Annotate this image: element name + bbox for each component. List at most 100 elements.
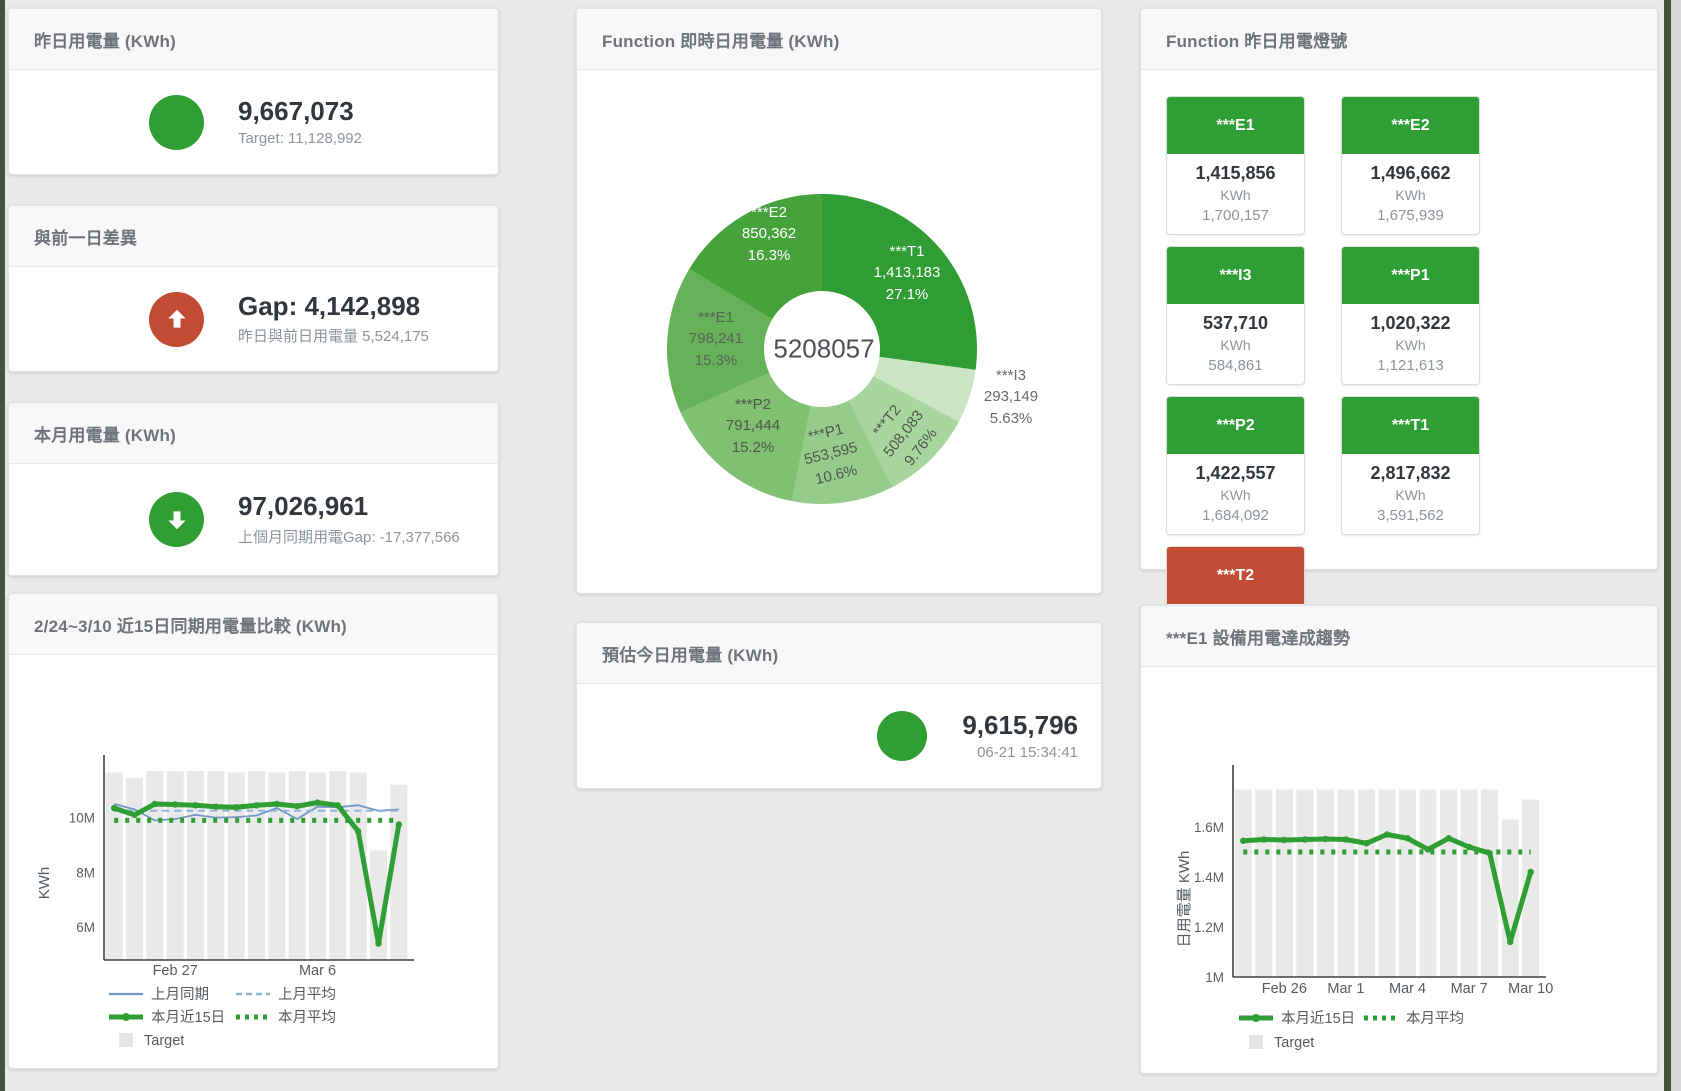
svg-text:Feb 26: Feb 26 [1262,981,1307,997]
tile-target: 1,684,092 [1202,507,1269,524]
day-gap-value: Gap: 4,142,898 [238,290,421,321]
tile-unit: KWh [1220,187,1251,203]
svg-text:上月同期: 上月同期 [151,986,209,1003]
compare-chart: 6M 8M 10M Feb 27 Mar 6 KWh 上月同期 上月平均 本月近15日 本月平均 T… [9,655,498,1073]
tile-value: 1,422,557 [1195,463,1276,483]
tile-name: ***T2 [1167,547,1304,604]
series-marker [1465,843,1473,851]
svg-text:本月平均: 本月平均 [1406,1010,1464,1027]
series-marker [1240,837,1247,844]
target-bar [288,771,306,960]
arrow-down-icon [149,492,204,547]
left-page-edge [0,0,5,1091]
svg-text:10M: 10M [69,811,95,826]
tile-name: ***T1 [1342,397,1479,454]
svg-text:本月平均: 本月平均 [278,1009,336,1026]
tile-name: ***E2 [1342,97,1479,154]
arrow-up-icon [149,291,204,347]
e1-trend-chart: 1M 1.2M 1.4M 1.6M Feb 26 Mar 1 Mar 4 Mar 7 Mar 1… [1141,667,1657,1078]
tile-value: 537,710 [1202,313,1269,333]
target-bar [1296,789,1314,977]
series-marker [110,804,118,812]
series-marker [1404,835,1411,842]
card-yesterday-title: 昨日用電量 (KWh) [34,31,176,51]
svg-text:Mar 10: Mar 10 [1508,981,1553,997]
svg-text:上月平均: 上月平均 [278,986,336,1003]
svg-text:1.6M: 1.6M [1194,820,1224,835]
series-marker [1281,836,1288,844]
tile-name: ***I3 [1167,247,1304,304]
tile-target: 3,591,562 [1377,507,1444,524]
series-marker [192,802,199,809]
target-bar [1255,789,1273,977]
target-bar [1460,789,1478,977]
donut-slice-label-E2: ***E2 850,362 16.3% [741,204,797,264]
yesterday-target: Target: 11,128,992 [238,130,362,148]
card-donut-header: Function 即時日用電量 (KWh) [577,9,1101,70]
target-bar [1419,789,1437,977]
svg-text:8M: 8M [76,865,95,880]
light-tile-T1: ***T1 2,817,832 KWh 3,591,562 [1341,396,1480,535]
series-marker [1383,831,1391,838]
svg-text:日用電量 KWh: 日用電量 KWh [1176,851,1193,948]
tile-value: 2,817,832 [1370,463,1451,483]
tile-name: ***P2 [1167,397,1304,454]
series-marker [314,799,321,806]
svg-text:1M: 1M [1205,970,1224,985]
donut-center-total: 5208057 [773,333,875,364]
tile-value: 1,020,322 [1370,313,1451,333]
status-circle-icon [877,711,928,761]
estimate-timestamp: 06-21 15:34:41 [977,744,1078,762]
series-marker [171,801,179,808]
card-day-gap: 與前一日差異 Gap: 4,142,898 昨日與前日用電量 5,524,175 [8,205,499,372]
series-marker [1507,938,1514,946]
card-realtime-donut: Function 即時日用電量 (KWh) ***T1 1,413,183 27.1… [576,8,1102,594]
target-bar [207,771,225,960]
card-donut-title: Function 即時日用電量 (KWh) [602,31,840,51]
status-circle-icon [149,94,204,150]
series-marker [1445,835,1452,842]
target-bar [1399,789,1417,977]
target-bar [105,772,123,960]
donut-slice-label-P2: ***P2 791,444 15.2% [725,396,781,456]
estimate-value: 9,615,796 [962,709,1078,740]
svg-text:6M: 6M [76,920,95,935]
month-gap-sub: 上個月同期用電Gap: -17,377,566 [238,528,460,546]
card-e1-trend: ***E1 設備用電達成趨勢 1M 1.2M 1.4M 1.6M Feb 26 Mar 1… [1140,605,1658,1074]
card-compare-chart: 2/24~3/10 近15日同期用電量比較 (KWh) 6M 8M 10M Feb 2… [8,593,499,1069]
target-bar [248,771,265,960]
tile-value: 1,415,856 [1195,163,1276,183]
target-bar [1481,789,1499,977]
scrollbar-track[interactable] [1671,0,1681,1091]
target-bar [166,771,184,960]
svg-text:Feb 27: Feb 27 [153,963,198,979]
tile-value: 1,496,662 [1370,163,1451,183]
svg-text:Mar 1: Mar 1 [1327,981,1364,997]
yesterday-value: 9,667,073 [238,95,354,126]
card-month-title: 本月用電量 (KWh) [34,425,176,445]
right-page-edge [1664,0,1671,1091]
tile-name: ***P1 [1342,247,1479,304]
light-tile-P1: ***P1 1,020,322 KWh 1,121,613 [1341,246,1480,385]
card-estimate-header: 預估今日用電量 (KWh) [577,623,1101,684]
target-bar [1234,789,1252,977]
series-marker [1322,835,1329,843]
svg-text:1.4M: 1.4M [1194,870,1224,885]
series-marker [293,802,301,810]
donut-slice-label-I3: ***I3 293,149 5.63% [983,367,1039,427]
card-day-gap-header: 與前一日差異 [9,206,498,267]
donut-slice-label-E1: ***E1 798,241 15.3% [688,309,744,369]
card-e1-trend-header: ***E1 設備用電達成趨勢 [1141,606,1657,667]
target-bar [1501,819,1519,977]
card-estimate-today: 預估今日用電量 (KWh) 9,615,796 06-21 15:34:41 [576,622,1102,789]
target-bar [126,777,143,960]
series-marker [1424,846,1432,853]
target-bar [1522,799,1540,977]
tile-target: 1,675,939 [1377,207,1444,224]
day-gap-sub: 昨日與前日用電量 5,524,175 [238,328,429,346]
series-marker [1363,840,1370,847]
tile-target: 1,700,157 [1202,207,1269,224]
svg-text:本月近15日: 本月近15日 [1281,1010,1355,1027]
target-bar [349,772,367,960]
